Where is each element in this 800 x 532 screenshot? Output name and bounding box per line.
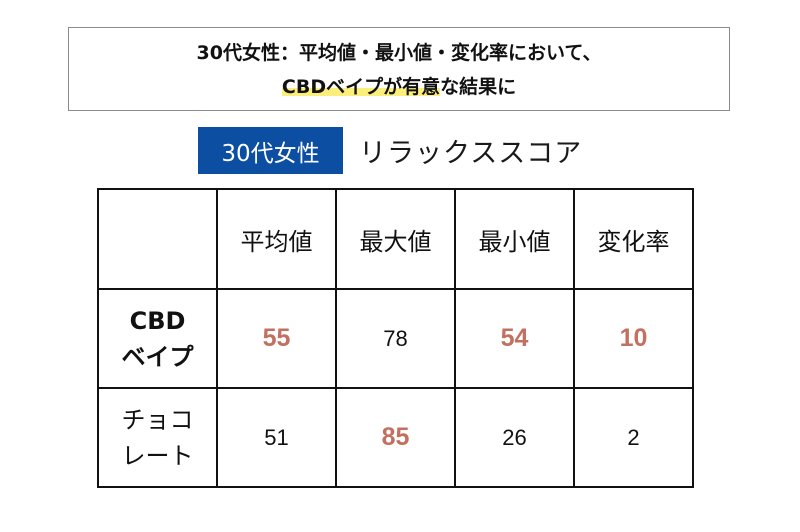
subtitle-row: 30代女性 リラックススコア [198, 127, 582, 174]
value-cell: 51 [216, 387, 337, 488]
value: 2 [627, 424, 640, 450]
value-cell: 78 [335, 288, 456, 389]
value-highlighted: 10 [619, 324, 648, 352]
header-average: 平均値 [216, 188, 337, 290]
headline-box: 30代女性：平均値・最小値・変化率において、 CBDベイプが有意な結果に [68, 27, 730, 111]
table-row: チョコレート 51 85 26 2 [97, 387, 694, 488]
value-highlighted: 85 [381, 423, 410, 451]
headline-line-2: CBDベイプが有意な結果に [69, 70, 729, 104]
value-highlighted: 55 [262, 324, 291, 352]
subtitle-text: リラックススコア [359, 138, 583, 169]
header-min: 最小値 [454, 188, 575, 290]
headline-line-1: 30代女性：平均値・最小値・変化率において、 [196, 42, 602, 64]
row-label-line: レート [121, 441, 194, 470]
value-cell: 85 [335, 387, 456, 488]
value-cell: 10 [573, 288, 694, 389]
row-label: チョコ レート [99, 402, 216, 474]
row-label-line: ベイプ [121, 342, 194, 371]
header-empty [97, 188, 218, 290]
value-cell: 26 [454, 387, 575, 488]
header-change-rate: 変化率 [573, 188, 694, 290]
row-label-cell: CBD ベイプ [97, 288, 218, 389]
row-label-cell: チョコ レート [97, 387, 218, 488]
value-highlighted: 54 [500, 324, 529, 352]
table-header-row: 平均値 最大値 最小値 変化率 [97, 188, 694, 290]
value-cell: 2 [573, 387, 694, 488]
headline-highlight: CBDベイプが有意 [281, 76, 441, 98]
subtitle-tag: 30代女性 [198, 127, 343, 174]
value-cell: 55 [216, 288, 337, 389]
row-label-line: CBD [129, 306, 186, 335]
header-max: 最大値 [335, 188, 456, 290]
row-label: CBD ベイプ [99, 303, 216, 375]
headline-rest: な結果に [440, 76, 517, 98]
row-label-line: チョコ [121, 405, 194, 434]
value-cell: 54 [454, 288, 575, 389]
score-table: 平均値 最大値 最小値 変化率 CBD ベイプ 55 78 54 10 チョコレート 51 85… [97, 188, 694, 488]
value: 26 [502, 424, 527, 450]
value: 78 [383, 325, 408, 351]
value: 51 [264, 424, 289, 450]
table-row: CBD ベイプ 55 78 54 10 [97, 288, 694, 389]
